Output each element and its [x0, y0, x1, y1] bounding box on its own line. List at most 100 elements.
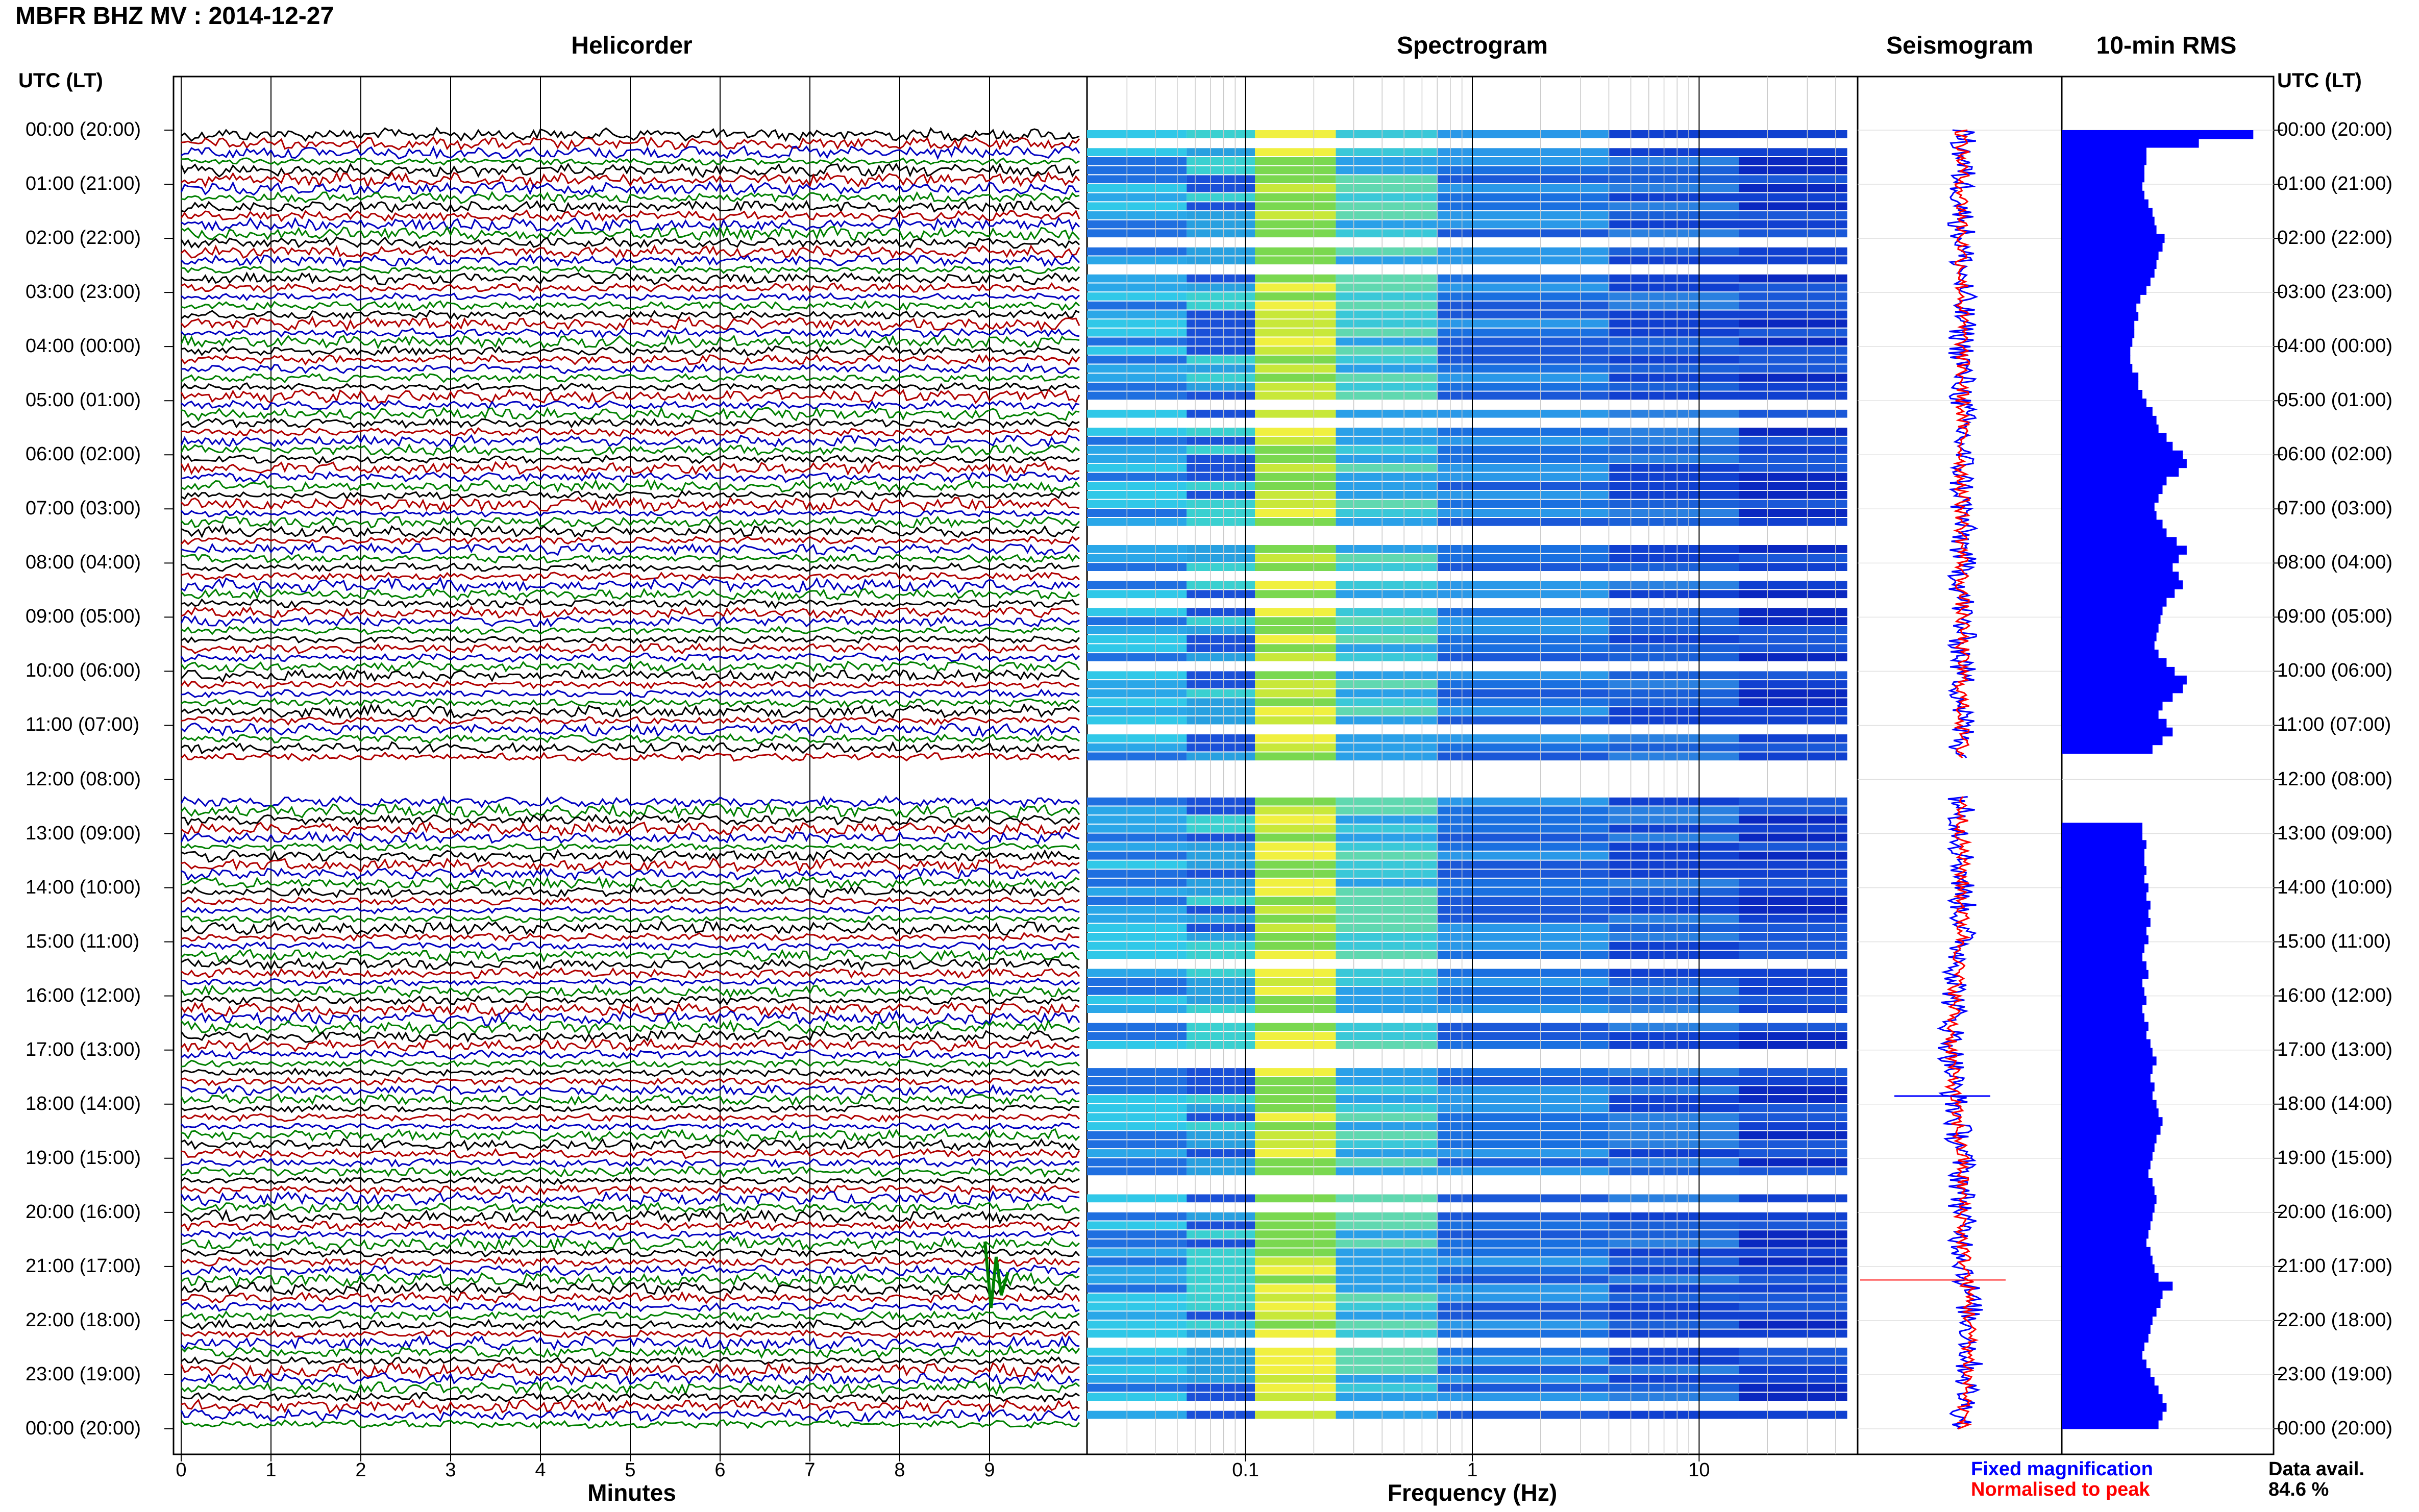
spectrogram-cell — [1437, 833, 1609, 842]
rms-bar — [2062, 710, 2159, 720]
spectrogram-cell — [1187, 1311, 1255, 1320]
spectrogram-cell — [1437, 1122, 1609, 1130]
spectrogram-cell — [1739, 211, 1847, 219]
spectrogram-cell — [1087, 996, 1187, 1004]
helicorder-trace — [181, 200, 1080, 213]
helicorder-trace — [181, 1128, 1080, 1143]
helicorder-trace — [181, 697, 1080, 708]
spectrogram-cell — [1609, 337, 1739, 346]
spectrogram-cell — [1739, 1167, 1847, 1176]
spectrogram-cell — [1255, 1023, 1336, 1031]
spectrogram-cell — [1437, 1104, 1609, 1112]
spectrogram-cell — [1336, 1086, 1438, 1095]
spectrogram-cell — [1255, 211, 1336, 219]
right-time-label: 06:00 (02:00) — [2277, 443, 2393, 465]
spectrogram-cell — [1336, 509, 1438, 517]
right-time-label: 00:00 (20:00) — [2277, 119, 2393, 140]
spectrogram-cell — [1187, 328, 1255, 337]
spectrogram-cell — [1087, 1158, 1187, 1167]
spectrogram-cell — [1609, 833, 1739, 842]
spectrogram-cell — [1739, 1095, 1847, 1103]
spectrogram-cell — [1437, 130, 1609, 138]
spectrogram-cell — [1437, 969, 1609, 977]
spectrogram-cell — [1609, 374, 1739, 382]
spectrogram-cell — [1255, 1311, 1336, 1320]
spectrogram-cell — [1336, 870, 1438, 878]
spectrogram-cell — [1739, 635, 1847, 643]
spectrogram-cell — [1187, 500, 1255, 508]
spectrogram-cell — [1437, 1005, 1609, 1013]
spectrogram-cell — [1087, 1302, 1187, 1311]
helicorder-panel — [172, 76, 1088, 1455]
spectrogram-cell — [1255, 887, 1336, 896]
spectrogram-cell — [1336, 734, 1438, 742]
spectrogram-cell — [1255, 905, 1336, 914]
helicorder-trace — [180, 209, 1080, 222]
helicorder-trace — [181, 292, 1080, 302]
spectrogram-cell — [1739, 283, 1847, 292]
spectrogram-cell — [1187, 914, 1255, 923]
spectrogram-cell — [1609, 860, 1739, 869]
spectrogram-cell — [1609, 310, 1739, 319]
helicorder-trace — [181, 1138, 1080, 1152]
spectrogram-cell — [1609, 554, 1739, 562]
spectrogram-cell — [1087, 211, 1187, 219]
rms-bar — [2062, 849, 2144, 858]
left-time-label: 23:00 (19:00) — [26, 1363, 141, 1385]
spectrogram-cell — [1255, 635, 1336, 643]
spectrogram-cell — [1087, 545, 1187, 553]
spectrogram-cell — [1437, 878, 1609, 887]
spectrogram-cell — [1187, 1266, 1255, 1275]
spectrogram-cell — [1255, 1221, 1336, 1230]
helicorder-trace — [181, 479, 1080, 493]
helicorder-trace — [181, 490, 1080, 501]
rms-bar — [2062, 580, 2183, 589]
spectrogram-cell — [1739, 824, 1847, 833]
spectrogram-cell — [1087, 409, 1187, 418]
spectrogram-cell — [1739, 482, 1847, 490]
helicorder-trace — [181, 157, 1080, 166]
spectrogram-cell — [1087, 355, 1187, 364]
spectrogram-cell — [1336, 671, 1438, 680]
spectrogram-cell — [1609, 933, 1739, 941]
rms-bar — [2062, 840, 2146, 849]
helicorder-trace — [181, 896, 1080, 906]
rms-bar — [2062, 1195, 2157, 1204]
helicorder-trace — [181, 571, 1080, 582]
spectrogram-cell — [1739, 202, 1847, 211]
spectrogram-cell — [1336, 391, 1438, 400]
spectrogram-cell — [1437, 1410, 1609, 1419]
left-time-label: 00:00 (20:00) — [26, 119, 141, 140]
rms-bar — [2062, 823, 2142, 832]
rms-bar — [2062, 1299, 2161, 1308]
spectrogram-cell — [1087, 897, 1187, 905]
spectrogram-cell — [1609, 897, 1739, 905]
helicorder-trace — [181, 1076, 1080, 1086]
helicorder-trace — [181, 265, 1080, 275]
rms-bar — [2062, 944, 2144, 953]
spectrogram-cell — [1187, 870, 1255, 878]
spectrogram-cell — [1255, 1393, 1336, 1401]
left-time-label: 20:00 (16:00) — [26, 1201, 141, 1223]
spectrogram-cell — [1609, 500, 1739, 508]
spectrogram-cell — [1437, 978, 1609, 986]
spectrogram-x-title: Frequency (Hz) — [1387, 1479, 1558, 1506]
spectrogram-cell — [1739, 716, 1847, 725]
spectrogram-cell — [1609, 815, 1739, 824]
helicorder-trace — [180, 751, 1080, 762]
spectrogram-cell — [1739, 806, 1847, 815]
spectrogram-cell — [1437, 428, 1609, 436]
spectrogram-cell — [1087, 743, 1187, 752]
spectrogram-cell — [1739, 1158, 1847, 1167]
spectrogram-cell — [1437, 752, 1609, 761]
rms-bar — [2062, 130, 2254, 139]
spectrogram-cell — [1336, 1149, 1438, 1157]
helicorder-trace — [181, 1176, 1080, 1185]
spectrogram-cell — [1087, 500, 1187, 508]
rms-bar — [2062, 147, 2146, 157]
spectrogram-cell — [1437, 1167, 1609, 1176]
spectrogram-cell — [1087, 1275, 1187, 1284]
rms-bar — [2062, 467, 2179, 477]
spectrogram-cell — [1336, 1131, 1438, 1139]
right-time-label: 03:00 (23:00) — [2277, 281, 2393, 303]
